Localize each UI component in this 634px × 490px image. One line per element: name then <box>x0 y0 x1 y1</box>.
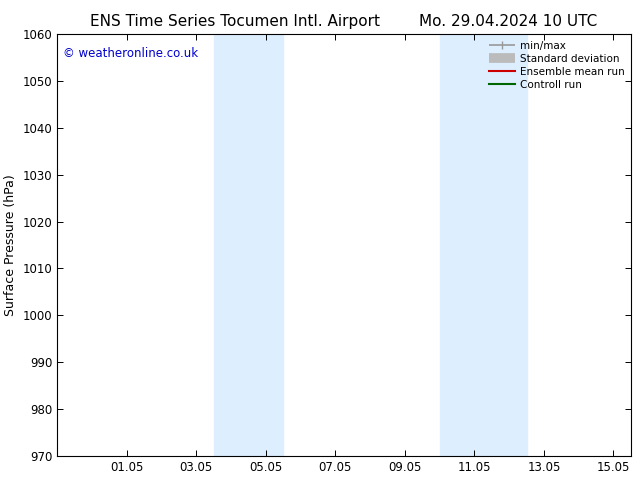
Y-axis label: Surface Pressure (hPa): Surface Pressure (hPa) <box>4 174 17 316</box>
Title: ENS Time Series Tocumen Intl. Airport        Mo. 29.04.2024 10 UTC: ENS Time Series Tocumen Intl. Airport Mo… <box>90 14 598 29</box>
Bar <box>214 34 283 456</box>
Text: © weatheronline.co.uk: © weatheronline.co.uk <box>63 47 198 60</box>
Legend: min/max, Standard deviation, Ensemble mean run, Controll run: min/max, Standard deviation, Ensemble me… <box>484 36 629 94</box>
Bar <box>439 34 526 456</box>
